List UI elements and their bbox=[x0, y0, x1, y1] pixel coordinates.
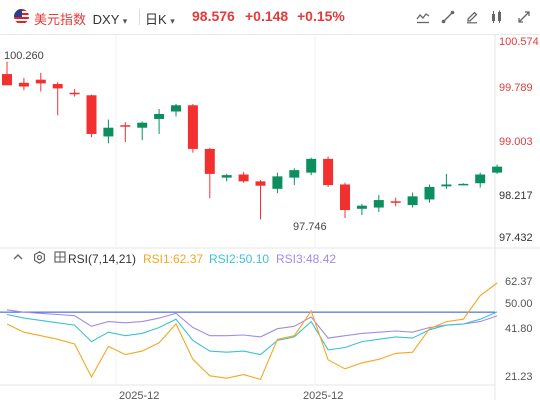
candle-body bbox=[306, 158, 317, 173]
pencil-icon[interactable] bbox=[462, 7, 482, 27]
rsi-axis-tick: 21.23 bbox=[505, 371, 533, 383]
candle-body bbox=[323, 158, 334, 186]
low-price-label: 97.746 bbox=[293, 221, 327, 233]
candle-body bbox=[221, 175, 232, 178]
candle-body bbox=[154, 113, 165, 119]
candle-body bbox=[18, 82, 29, 87]
candle-body bbox=[475, 174, 486, 184]
price-axis-tick: 100.574 bbox=[499, 36, 539, 48]
candle-body bbox=[340, 184, 350, 211]
candle-body bbox=[35, 79, 46, 84]
chart-settings-icon[interactable] bbox=[487, 7, 507, 27]
instrument-code: DXY bbox=[92, 12, 120, 27]
candle-body bbox=[255, 181, 266, 186]
candle-body bbox=[187, 105, 198, 149]
rsi2-series-line bbox=[6, 311, 498, 356]
high-price-label: 100.260 bbox=[4, 50, 44, 62]
candle-body bbox=[238, 174, 249, 182]
candle-body bbox=[103, 127, 114, 137]
header-toolbar: 美元指数 DXY ▾ 日K ▾ 98.576 +0.148 +0.15% bbox=[0, 0, 540, 34]
price-axis-tick: 98.217 bbox=[499, 190, 533, 202]
candle-body bbox=[137, 122, 148, 128]
gear-icon[interactable] bbox=[33, 251, 46, 267]
candle-body bbox=[69, 92, 80, 95]
rsi1-value: RSI1:62.37 bbox=[143, 252, 204, 266]
price-change-percent: +0.15% bbox=[297, 8, 345, 24]
price-change: +0.148 bbox=[245, 8, 289, 24]
header-separator bbox=[0, 34, 540, 35]
candle-body bbox=[373, 200, 384, 208]
draw-line-icon[interactable] bbox=[438, 7, 458, 27]
toolbar-divider bbox=[139, 9, 140, 25]
fullscreen-icon[interactable] bbox=[514, 7, 534, 27]
candle-body bbox=[86, 95, 97, 134]
instrument-name: 美元指数 bbox=[34, 12, 87, 27]
candle-body bbox=[424, 186, 435, 200]
rsi2-value: RSI2:50.10 bbox=[209, 252, 270, 266]
candle-body bbox=[356, 205, 367, 209]
candle-body bbox=[407, 196, 418, 206]
rsi-indicator-label: RSI(7,14,21) bbox=[68, 252, 137, 266]
chevron-down-icon: ▾ bbox=[122, 16, 128, 26]
candle-body bbox=[2, 74, 12, 86]
period-label: 日K bbox=[145, 12, 167, 27]
candle-body bbox=[458, 183, 469, 186]
candle-body bbox=[120, 125, 131, 127]
price-axis-tick: 97.432 bbox=[499, 232, 533, 244]
last-price: 98.576 bbox=[192, 8, 235, 24]
candle-body bbox=[52, 84, 63, 89]
rsi-legend-bar: RSI(7,14,21) RSI1:62.37 RSI2:50.10 RSI3:… bbox=[0, 249, 540, 269]
candle-body bbox=[492, 166, 503, 173]
candle-body bbox=[204, 148, 215, 174]
us-flag-icon bbox=[14, 9, 29, 24]
candle-body bbox=[171, 105, 181, 112]
date-axis-tick: 2025-12 bbox=[303, 390, 344, 402]
collapse-icon[interactable] bbox=[12, 251, 24, 266]
period-selector[interactable]: 日K ▾ bbox=[145, 9, 175, 28]
rsi3-value: RSI3:48.42 bbox=[276, 252, 337, 266]
rsi-axis-tick: 62.37 bbox=[505, 276, 533, 288]
price-axis-tick: 99.003 bbox=[499, 136, 533, 148]
rsi1-series-line bbox=[6, 282, 498, 381]
candle-body bbox=[441, 184, 452, 187]
candle-body bbox=[272, 176, 283, 189]
candle-body bbox=[289, 170, 300, 178]
grid-icon[interactable] bbox=[54, 251, 66, 266]
candle-body bbox=[390, 201, 401, 203]
indicator-icon[interactable] bbox=[413, 7, 433, 27]
date-axis-tick: 2025-12 bbox=[119, 390, 160, 402]
rsi3-series-line bbox=[6, 309, 498, 339]
rsi-axis-tick: 50.00 bbox=[505, 298, 533, 310]
rsi-axis-tick: 41.80 bbox=[505, 323, 533, 335]
chevron-down-icon: ▾ bbox=[170, 16, 175, 26]
price-axis-tick: 99.789 bbox=[499, 82, 533, 94]
instrument-selector[interactable]: 美元指数 DXY ▾ bbox=[34, 9, 127, 28]
